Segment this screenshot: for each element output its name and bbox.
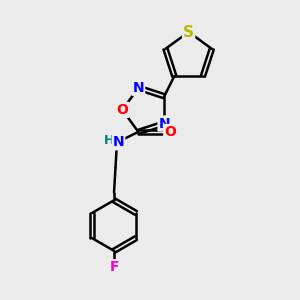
Text: N: N [133,81,144,95]
Text: N: N [158,116,170,130]
Text: S: S [183,25,194,40]
Text: O: O [116,103,128,117]
Text: F: F [109,260,119,274]
Text: H: H [103,134,114,147]
Text: N: N [113,135,124,149]
Text: O: O [164,125,176,139]
